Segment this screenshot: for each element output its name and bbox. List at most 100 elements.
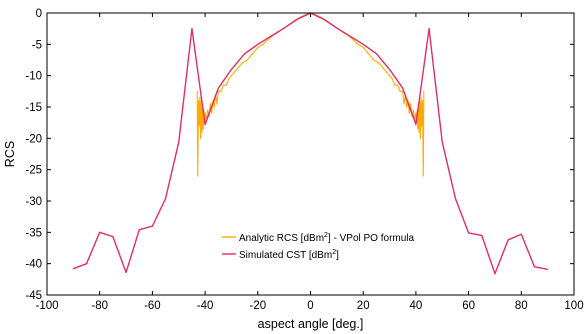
y-tick-label: -15 [25,102,42,114]
data-point [228,78,230,80]
data-point [251,53,254,55]
data-point [402,87,404,89]
data-point [415,112,417,114]
data-point [178,141,180,143]
data-point [222,84,225,86]
y-tick-label: -20 [25,133,42,145]
data-point [481,234,483,237]
data-point [408,112,410,114]
data-point [367,53,370,55]
data-point [72,268,74,270]
data-point [225,84,227,86]
data-point [388,75,391,77]
data-point [378,62,380,64]
x-tick-label: 60 [462,300,475,312]
data-point [419,137,421,139]
data-point [396,84,399,86]
data-point [421,100,424,102]
data-point [236,68,238,70]
legend-label-2: Simulated CST [dBm2] [239,249,339,261]
data-point [207,109,209,111]
data-point [362,43,364,45]
y-ticks: 0 -5 -10 -15 -20 -25 -30 -35 -40 -45 [25,8,574,302]
data-point [244,53,246,55]
data-point [112,236,114,238]
data-point [420,97,422,99]
data-point [197,175,199,177]
data-point [125,271,127,274]
x-tick-label: -80 [91,300,108,312]
data-point [257,43,259,45]
data-point [199,97,201,99]
data-point [216,103,218,105]
data-point [257,46,259,49]
data-point [296,18,298,20]
data-point [418,131,420,133]
y-tick-label: -10 [25,71,42,83]
data-point [375,53,377,55]
data-point [99,231,101,233]
data-point [349,35,351,37]
data-point [421,125,423,127]
data-point [191,28,193,30]
y-tick-label: -30 [25,196,42,208]
data-point [209,103,211,105]
data-point [204,123,206,126]
y-tick-label: -25 [25,165,42,177]
data-point [547,268,549,270]
data-point [220,90,222,92]
data-point [262,43,264,45]
x-tick-label: 40 [410,300,423,312]
legend-label-1: Analytic RCS [dBm2] - VPol PO formula [239,232,415,244]
data-point [197,100,200,102]
data-point [406,106,408,108]
y-tick-label: 0 [36,8,42,20]
data-point [246,59,248,61]
data-point [454,197,457,200]
data-point [213,106,215,108]
y-tick-label: -35 [25,227,42,239]
y-tick-label: -5 [32,39,42,51]
y-tick-label: -45 [25,290,42,302]
legend: Analytic RCS [dBm2] - VPol PO formula Sim… [222,232,415,261]
data-point [383,68,385,70]
data-point [415,123,417,126]
x-tick-label: 0 [307,300,313,312]
data-point [270,35,272,37]
data-point [423,90,425,92]
data-point [164,197,167,200]
data-point [494,273,496,275]
x-tick-label: -100 [35,300,58,312]
data-point [198,125,200,127]
data-point [151,225,153,227]
data-point [422,175,424,177]
data-point [388,68,391,70]
x-axis-label: aspect angle [deg.] [258,317,364,331]
data-point [357,43,359,45]
x-tick-label: 80 [515,300,528,312]
data-point [403,103,405,105]
data-point [533,266,536,268]
data-point [468,232,470,234]
data-point [520,233,522,235]
x-tick-label: 100 [564,300,583,312]
data-point [200,137,202,139]
y-axis-label: RCS [3,141,17,167]
data-point [336,27,338,29]
data-point [507,239,509,241]
x-ticks: -100 -80 -60 -40 -20 0 20 40 60 80 100 [35,13,584,312]
data-point [417,128,419,130]
data-point [201,131,203,133]
x-tick-label: -20 [249,300,266,312]
data-point [267,38,269,40]
data-point [217,87,219,89]
data-point [138,229,140,231]
x-tick-label: -40 [197,300,214,312]
data-point [196,90,198,92]
data-point [373,59,375,61]
data-point [362,46,364,49]
data-point [399,90,401,92]
data-point [410,103,412,105]
data-point [211,112,213,114]
